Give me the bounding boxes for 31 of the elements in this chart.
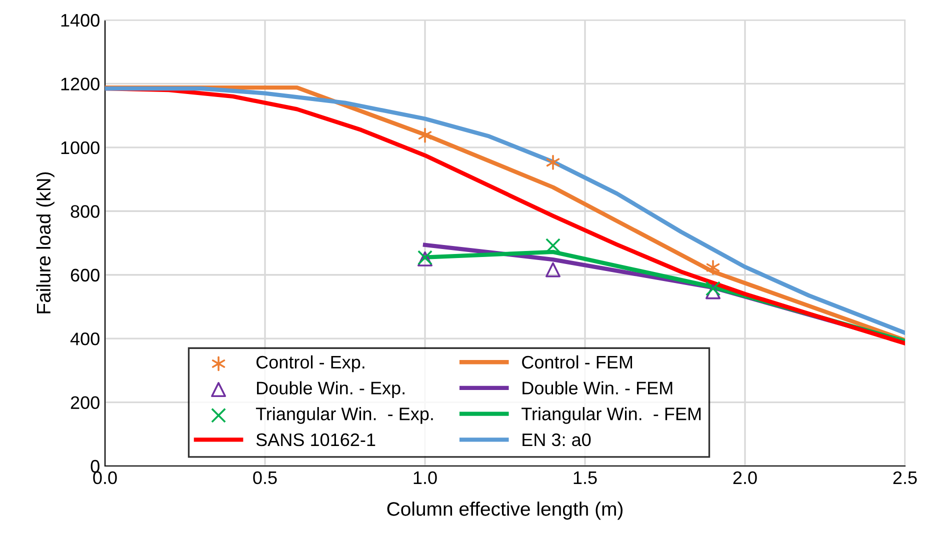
point	[546, 238, 560, 254]
y-tick-label: 800	[70, 205, 100, 218]
legend-label: Triangular Win. - Exp.	[256, 407, 433, 424]
legend-label: Double Win. - Exp.	[257, 381, 404, 398]
x-tick-label: 1.5	[574, 472, 597, 484]
point	[706, 284, 720, 300]
point	[546, 262, 560, 278]
legend-label: Control - Exp.	[256, 355, 364, 372]
x-tick-label: 2.5	[893, 471, 917, 484]
legend-label: EN 3: a0	[522, 433, 591, 446]
y-axis-title: Failure load (kN)	[36, 172, 54, 314]
point	[546, 154, 560, 170]
y-tick-label: 200	[70, 396, 100, 410]
x-tick-label: 1.0	[414, 471, 437, 484]
point	[706, 281, 720, 296]
legend-label: Control - FEM	[522, 355, 632, 369]
y-tick-label: 1200	[61, 78, 100, 90]
x-tick-label: 0.5	[253, 471, 277, 484]
x-tick-label: 0.0	[93, 471, 117, 484]
y-tick-label: 0	[90, 460, 100, 473]
legend-label: SANS 10162-1	[256, 433, 376, 446]
y-tick-label: 1000	[61, 141, 100, 154]
legend-label: Triangular Win. - FEM	[522, 407, 701, 424]
legend-label: Double Win. - FEM	[522, 381, 672, 394]
y-tick-label: 600	[70, 268, 100, 282]
x-tick-label: 2.0	[733, 471, 757, 484]
y-tick-label: 400	[70, 332, 100, 346]
point	[418, 128, 432, 143]
point	[706, 260, 720, 276]
x-axis-title: Column effective length (m)	[387, 502, 623, 520]
y-tick-label: 1400	[61, 14, 100, 27]
